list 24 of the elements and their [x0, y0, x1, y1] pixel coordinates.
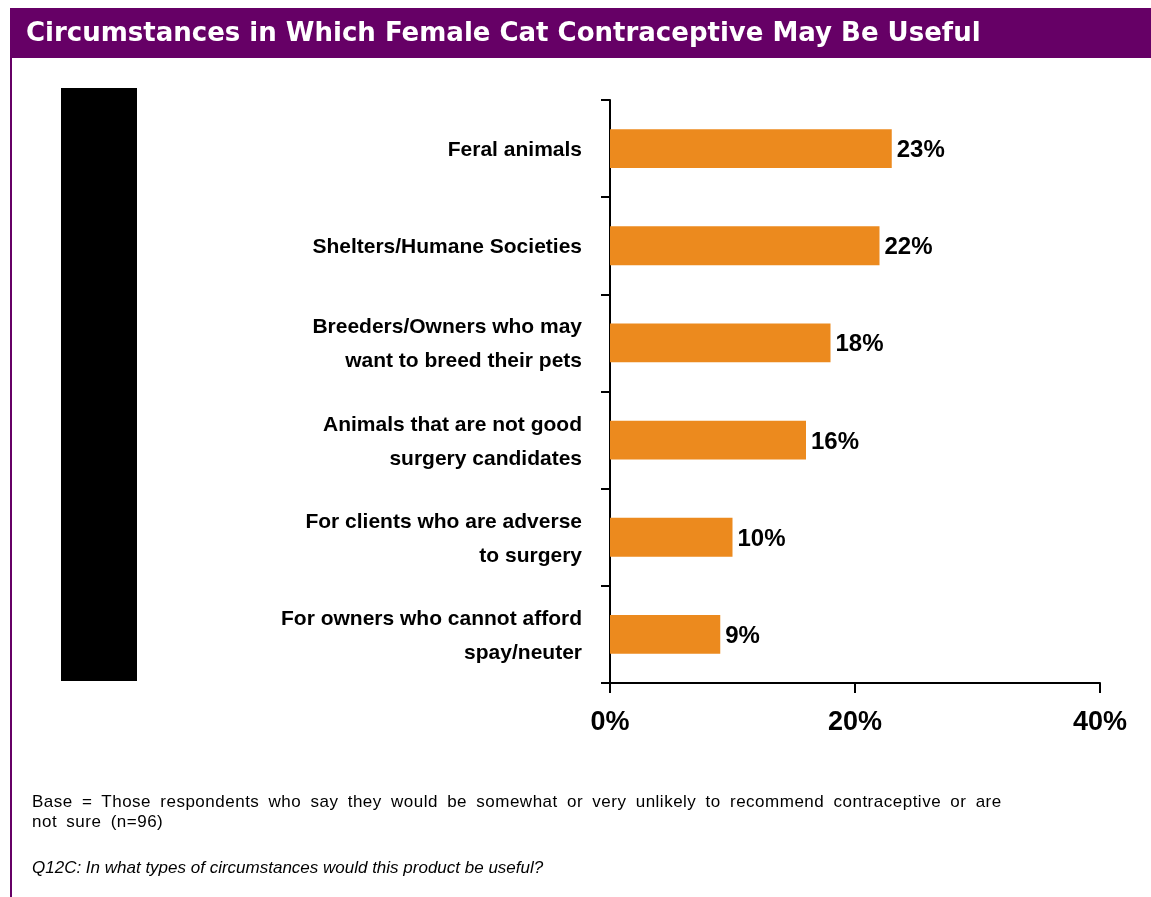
y-tick-label: For owners who cannot afford spay/neuter: [280, 605, 582, 663]
y-tick-label: Breeders/Owners who may want to breed their pets: [312, 314, 583, 372]
text: Base = Those respondents who say they would be somewhat or very unlikely to recommend contraceptive or are not sure (n=96): [32, 792, 1003, 832]
data-label: 16%: [811, 426, 860, 454]
y-tick-label: Feral animals: [447, 137, 582, 161]
bar: [610, 323, 831, 363]
x-tick-label: 40%: [1072, 705, 1128, 736]
bar: [610, 226, 880, 266]
data-label: 23%: [896, 135, 945, 163]
data-label: 18%: [835, 329, 884, 357]
data-label: 22%: [884, 232, 933, 260]
bar: [610, 517, 733, 557]
bar: [610, 614, 721, 654]
bar: [610, 420, 806, 460]
data-label: 9%: [725, 620, 760, 648]
x-tick-label: 20%: [827, 705, 883, 736]
data-label: 10%: [737, 523, 786, 551]
y-tick-label: Animals that are not good surgery candidates: [322, 411, 582, 469]
bar: [610, 129, 892, 169]
x-tick-label: 0%: [590, 705, 630, 736]
chart-title: Circumstances in Which Female Cat Contraceptive May Be Useful: [26, 16, 981, 49]
y-tick-label: Shelters/Humane Societies: [312, 234, 582, 258]
text: Q12C: In what types of circumstances would this product be useful?: [32, 858, 545, 878]
y-tick-label: For clients who are adverse to surgery: [305, 508, 583, 566]
